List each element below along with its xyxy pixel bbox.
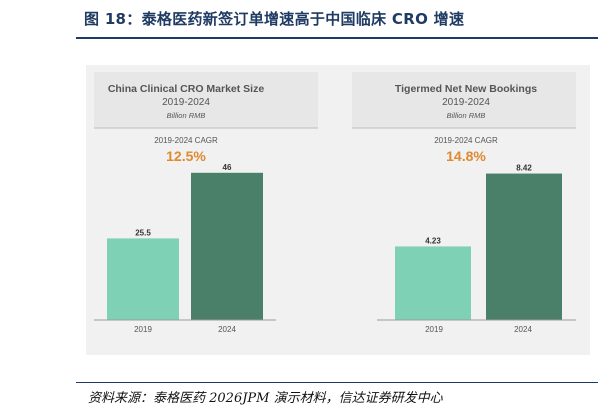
chart-right-xtick-2024: 2024 bbox=[514, 325, 532, 334]
chart-right: Tigermed Net New Bookings 2019-2024 Bill… bbox=[352, 72, 576, 334]
chart-left-data-label-2024: 46 bbox=[223, 163, 232, 172]
title-divider bbox=[76, 37, 598, 39]
chart-right-cagr-value: 14.8% bbox=[446, 148, 486, 164]
chart-right-bar-2019 bbox=[395, 246, 471, 320]
chart-left-xtick-2019: 2019 bbox=[134, 325, 152, 334]
chart-right-cagr-label: 2019-2024 CAGR bbox=[434, 136, 498, 145]
chart-left-title: China Clinical CRO Market Size bbox=[108, 83, 265, 95]
chart-right-xtick-2019: 2019 bbox=[425, 325, 443, 334]
chart-left-xtick-2024: 2024 bbox=[218, 325, 236, 334]
chart-left-cagr-value: 12.5% bbox=[166, 148, 206, 164]
chart-right-data-label-2019: 4.23 bbox=[425, 236, 441, 245]
source-note: 资料来源：泰格医药 2026JPM 演示材料，信达证券研发中心 bbox=[88, 391, 443, 406]
chart-left-data-label-2019: 25.5 bbox=[135, 228, 151, 237]
chart-right-data-label-2024: 8.42 bbox=[516, 164, 532, 173]
chart-right-header-panel bbox=[352, 72, 576, 128]
chart-right-subtitle: 2019-2024 bbox=[442, 97, 490, 108]
chart-left-header-panel bbox=[94, 72, 318, 128]
figure-title: 图 18：泰格医药新签订单增速高于中国临床 CRO 增速 bbox=[84, 10, 465, 28]
source-divider bbox=[76, 382, 598, 383]
chart-left-unit: Billion RMB bbox=[167, 111, 206, 120]
chart-left: China Clinical CRO Market Size 2019-2024… bbox=[94, 72, 318, 334]
chart-right-title: Tigermed Net New Bookings bbox=[395, 83, 537, 95]
chart-left-subtitle: 2019-2024 bbox=[162, 97, 210, 108]
chart-left-cagr-label: 2019-2024 CAGR bbox=[154, 136, 218, 145]
chart-left-bar-2019 bbox=[107, 238, 179, 320]
chart-left-bar-2024 bbox=[191, 172, 263, 320]
chart-right-bar-2024 bbox=[486, 173, 562, 320]
chart-right-unit: Billion RMB bbox=[447, 111, 486, 120]
